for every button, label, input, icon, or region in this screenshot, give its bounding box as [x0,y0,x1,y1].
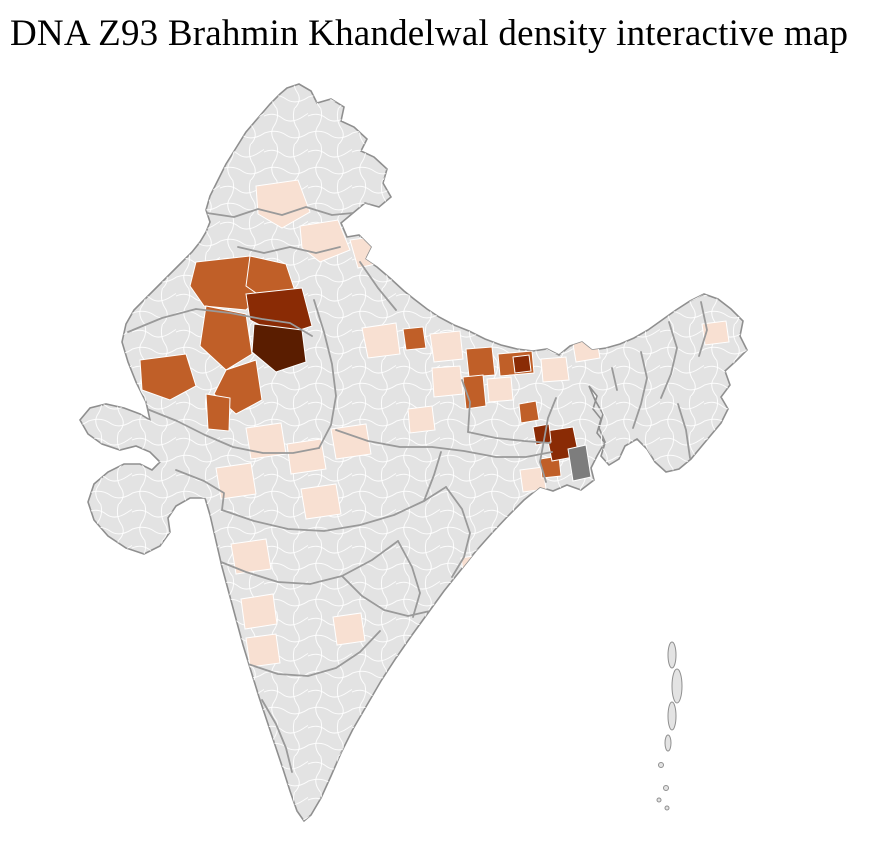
island[interactable] [658,762,664,768]
district[interactable] [245,633,281,668]
state-border [359,261,397,311]
state-border [237,246,341,254]
map-layers [127,179,730,773]
district-mesh [80,84,747,821]
district[interactable] [571,333,601,363]
state-border [467,431,551,444]
state-border [423,451,442,502]
district[interactable] [518,400,540,424]
state-border [127,308,313,337]
island[interactable] [664,734,672,752]
district[interactable] [460,552,496,586]
page-title: DNA Z93 Brahmin Khandelwal density inter… [10,13,849,54]
district[interactable] [240,593,278,630]
island[interactable] [671,668,683,704]
district[interactable] [215,462,257,500]
district[interactable] [429,330,464,363]
district[interactable] [361,322,401,359]
district[interactable] [512,354,532,374]
island[interactable] [656,797,662,803]
state-border [206,206,354,218]
district[interactable] [332,612,366,646]
state-border [313,299,337,449]
district[interactable] [199,305,253,371]
district[interactable] [431,365,464,398]
district[interactable] [486,376,514,403]
state-border [611,301,708,459]
state-border [445,486,471,578]
state-border [146,408,320,454]
district[interactable] [407,405,436,434]
district[interactable] [245,422,287,460]
district[interactable] [402,326,427,351]
district[interactable] [567,444,592,482]
district[interactable] [230,538,272,575]
state-border [247,630,381,677]
island[interactable] [667,701,677,731]
state-border [175,469,225,511]
state-border [221,486,447,532]
state-borders [127,206,708,773]
island[interactable] [664,805,670,811]
state-border [261,699,293,773]
districts-density-highest [251,323,307,373]
state-border [461,379,471,433]
state-border [341,575,431,617]
island[interactable] [663,785,669,791]
district[interactable] [139,353,197,401]
state-border [539,397,557,483]
islands-andaman [656,641,683,811]
district[interactable] [465,346,496,378]
state-border [335,429,553,458]
district[interactable] [205,393,231,432]
island[interactable] [667,641,677,669]
district[interactable] [330,423,372,460]
district[interactable] [300,483,342,520]
district[interactable] [540,356,570,383]
district[interactable] [251,323,307,373]
state-border [215,540,399,585]
districts-special-gray [567,444,592,482]
state-border [397,540,421,618]
